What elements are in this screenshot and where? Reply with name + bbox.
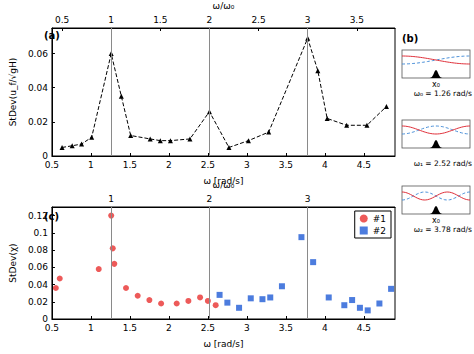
svg-text:0.04: 0.04: [28, 83, 48, 93]
svg-text:ω₀ = 1.26 rad/s: ω₀ = 1.26 rad/s: [414, 89, 472, 98]
svg-text:1.5: 1.5: [123, 160, 137, 170]
svg-text:0.06: 0.06: [28, 49, 48, 59]
svg-text:4.5: 4.5: [357, 323, 371, 333]
svg-text:#2: #2: [373, 226, 386, 236]
svg-text:0.06: 0.06: [28, 262, 48, 272]
svg-text:(a): (a): [44, 30, 60, 41]
svg-text:ω/ω₀: ω/ω₀: [213, 180, 235, 190]
svg-text:3.5: 3.5: [350, 15, 364, 25]
svg-text:0.5: 0.5: [55, 15, 69, 25]
svg-text:2.5: 2.5: [251, 15, 265, 25]
svg-text:1: 1: [88, 323, 94, 333]
svg-text:4: 4: [322, 323, 328, 333]
svg-text:0.04: 0.04: [28, 280, 48, 290]
svg-text:1: 1: [108, 194, 114, 204]
svg-text:x₀: x₀: [432, 216, 440, 225]
svg-text:1: 1: [88, 160, 94, 170]
svg-text:4: 4: [322, 160, 328, 170]
svg-text:StDev(χ): StDev(χ): [8, 243, 18, 282]
svg-text:0.1: 0.1: [34, 228, 48, 238]
svg-text:(b): (b): [402, 33, 418, 44]
svg-text:0.02: 0.02: [28, 117, 48, 127]
svg-text:2: 2: [166, 160, 172, 170]
svg-text:ω [rad/s]: ω [rad/s]: [203, 339, 243, 349]
svg-text:4.5: 4.5: [357, 160, 371, 170]
svg-text:0.5: 0.5: [45, 323, 59, 333]
svg-text:1.5: 1.5: [123, 323, 137, 333]
svg-text:2: 2: [207, 15, 213, 25]
svg-text:3: 3: [244, 323, 250, 333]
svg-text:3: 3: [244, 160, 250, 170]
svg-text:2.5: 2.5: [201, 160, 215, 170]
svg-text:StDev(u_f/√gH): StDev(u_f/√gH): [8, 58, 18, 127]
svg-text:ω/ω₀: ω/ω₀: [213, 1, 235, 11]
svg-text:1.5: 1.5: [153, 15, 167, 25]
svg-text:2.5: 2.5: [201, 323, 215, 333]
svg-text:2: 2: [207, 194, 213, 204]
svg-text:0.5: 0.5: [45, 160, 59, 170]
svg-text:3: 3: [305, 15, 311, 25]
svg-text:0.02: 0.02: [28, 297, 48, 307]
svg-text:3.5: 3.5: [279, 323, 293, 333]
svg-text:0: 0: [42, 314, 48, 324]
svg-text:3.5: 3.5: [279, 160, 293, 170]
svg-text:(c): (c): [44, 211, 59, 222]
svg-text:ω₁ = 2.52 rad/s: ω₁ = 2.52 rad/s: [414, 159, 472, 168]
svg-text:2: 2: [166, 323, 172, 333]
svg-text:0.12: 0.12: [27, 210, 48, 221]
svg-text:0: 0: [42, 151, 48, 161]
svg-text:0.08: 0.08: [28, 245, 48, 255]
svg-text:3: 3: [305, 194, 311, 204]
svg-text:#1: #1: [373, 214, 386, 224]
svg-text:ω₂ = 3.78 rad/s: ω₂ = 3.78 rad/s: [414, 225, 472, 234]
svg-text:1: 1: [108, 15, 114, 25]
svg-text:ω [rad/s]: ω [rad/s]: [203, 175, 244, 186]
svg-text:x₀: x₀: [432, 80, 440, 89]
